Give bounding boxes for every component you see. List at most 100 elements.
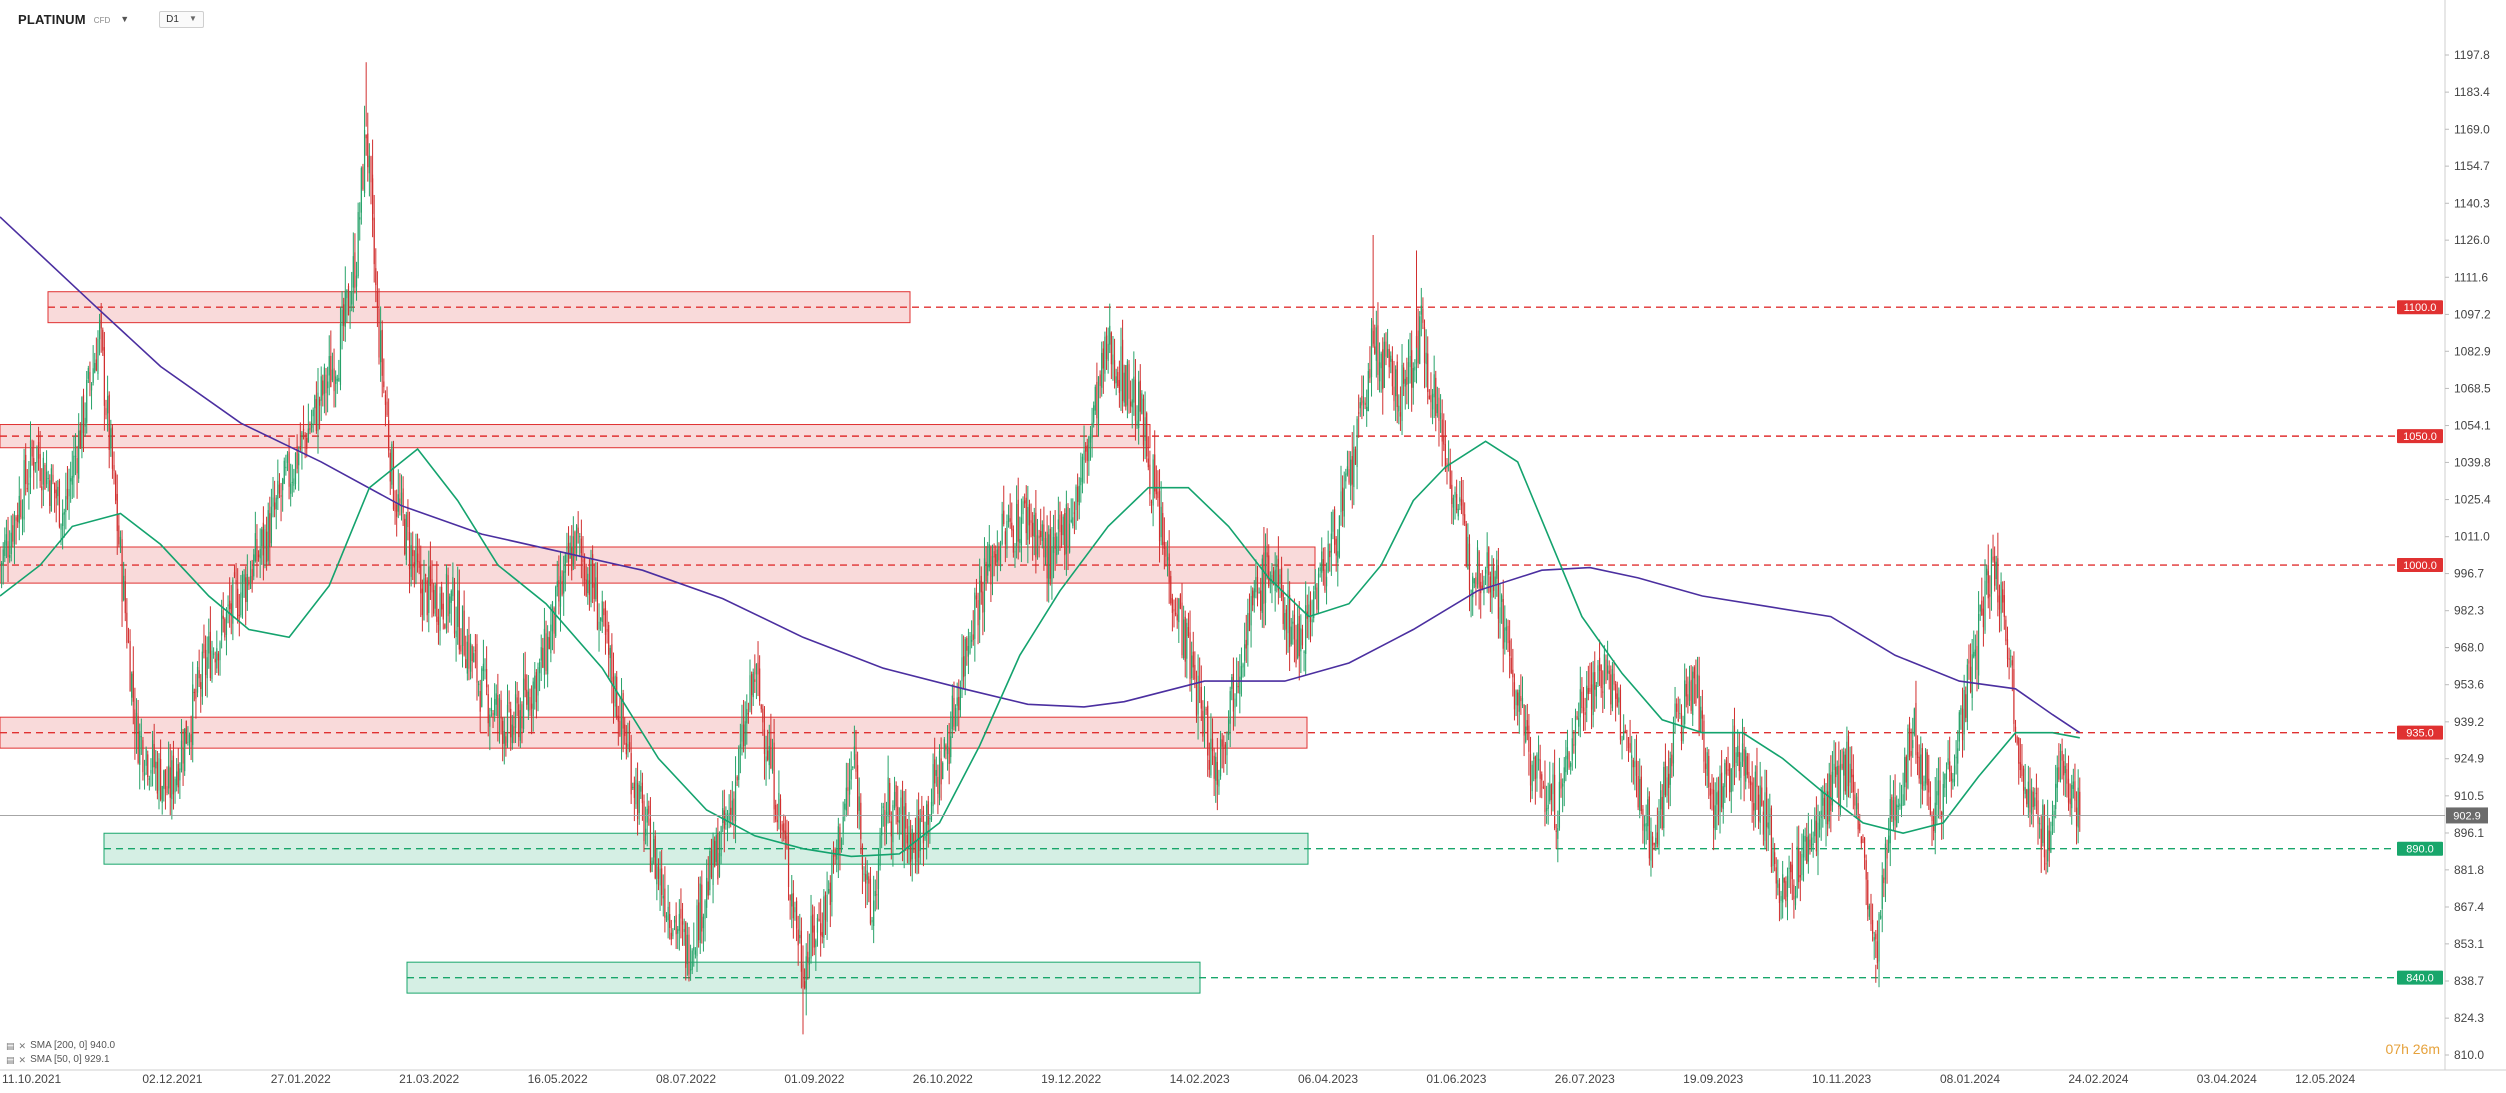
candle-body — [1035, 512, 1037, 558]
candle-body — [1539, 759, 1541, 779]
candle-body — [1032, 522, 1034, 536]
candle-body — [296, 445, 298, 469]
candle-body — [367, 133, 369, 168]
candle-body — [1289, 594, 1291, 648]
indicator-legend: ▤ ✕ SMA [200, 0] 940.0 ▤ ✕ SMA [50, 0] 9… — [6, 1039, 115, 1067]
candle-body — [1565, 755, 1567, 773]
candle-body — [1361, 395, 1363, 406]
candle-body — [1976, 645, 1978, 670]
symbol-name[interactable]: PLATINUM — [18, 11, 86, 27]
candle-body — [971, 640, 973, 642]
candle-body — [2058, 767, 2060, 780]
candle-body — [452, 577, 454, 597]
candle-body — [1308, 604, 1310, 617]
candle-body — [1610, 674, 1612, 705]
candle-body — [731, 800, 733, 821]
candle-body — [1158, 491, 1161, 542]
candle-body — [1775, 867, 1777, 884]
candle-body — [1353, 446, 1355, 487]
candle-body — [1552, 774, 1554, 795]
candle-body — [20, 500, 22, 518]
candle-body — [1867, 880, 1869, 910]
candle-body — [264, 529, 266, 549]
level-tag-label: 890.0 — [2406, 844, 2434, 856]
candle-body — [1759, 785, 1761, 823]
candle-body — [1077, 486, 1079, 502]
candle-body — [1818, 818, 1821, 830]
candle-body — [153, 744, 155, 768]
candle-body — [1616, 693, 1618, 707]
candle-body — [347, 285, 350, 316]
candle-body — [681, 921, 684, 925]
candle-body — [399, 498, 401, 504]
candle-body — [1415, 336, 1418, 365]
candle-body — [1491, 567, 1493, 598]
candle-body — [2048, 830, 2050, 851]
candle-body — [1068, 523, 1071, 553]
legend-row-sma200[interactable]: ▤ ✕ SMA [200, 0] 940.0 — [6, 1039, 115, 1053]
candle-body — [930, 801, 933, 821]
candle-body — [1388, 348, 1390, 368]
candle-body — [420, 565, 422, 594]
candle-body — [900, 797, 902, 814]
candle-body — [386, 401, 388, 416]
close-icon[interactable]: ✕ — [18, 1055, 27, 1065]
candle-body — [526, 689, 528, 705]
candle-body — [699, 883, 701, 943]
candle-body — [506, 704, 509, 743]
candle-body — [1998, 595, 2001, 610]
candle-body — [1986, 568, 1988, 576]
candle-body — [881, 814, 883, 836]
candle-body — [245, 577, 247, 603]
candle-body — [739, 744, 741, 749]
candle-body — [327, 381, 329, 389]
candle-body — [1682, 727, 1684, 742]
candle-body — [1806, 837, 1808, 864]
candle-body — [164, 769, 167, 790]
candle-body — [871, 919, 873, 923]
candle-body — [150, 770, 152, 774]
candle-body — [995, 554, 997, 566]
close-icon[interactable]: ✕ — [18, 1041, 27, 1051]
candle-body — [916, 815, 918, 863]
candle-body — [1263, 552, 1265, 604]
y-tick-label: 1097.2 — [2454, 307, 2491, 321]
candle-body — [1311, 619, 1313, 623]
candle-body — [1309, 601, 1312, 623]
candle-body — [1743, 749, 1745, 776]
legend-row-sma50[interactable]: ▤ ✕ SMA [50, 0] 929.1 — [6, 1053, 115, 1067]
candle-body — [1480, 581, 1482, 594]
timeframe-select[interactable]: D1 ▼ — [159, 10, 204, 28]
candle-body — [885, 811, 888, 826]
candle-body — [677, 929, 679, 934]
candle-body — [1815, 820, 1817, 852]
candle-body — [1462, 499, 1464, 516]
candle-body — [155, 761, 157, 769]
candle-body — [37, 441, 40, 459]
candle-body — [193, 691, 195, 693]
candle-body — [619, 721, 621, 737]
candle-body — [1272, 571, 1275, 585]
candle-body — [143, 772, 146, 776]
candle-body — [1798, 849, 1800, 883]
candle-body — [1078, 485, 1080, 506]
candle-body — [208, 636, 210, 654]
candle-body — [1661, 796, 1663, 829]
candle-body — [898, 820, 900, 824]
candle-body — [628, 742, 631, 751]
candle-body — [41, 486, 43, 491]
candle-body — [1570, 763, 1572, 767]
symbol-dropdown-chevron-icon[interactable]: ▼ — [120, 14, 130, 24]
candle-body — [937, 776, 939, 794]
candle-body — [1089, 433, 1092, 443]
candle-body — [2071, 785, 2073, 809]
candle-body — [1138, 381, 1140, 428]
candle-body — [1494, 576, 1496, 584]
candle-body — [813, 925, 815, 948]
candle-body — [418, 561, 420, 568]
candle-body — [123, 575, 125, 600]
candle-body — [1014, 551, 1016, 553]
candle-body — [1247, 613, 1249, 646]
candle-body — [1611, 669, 1614, 709]
